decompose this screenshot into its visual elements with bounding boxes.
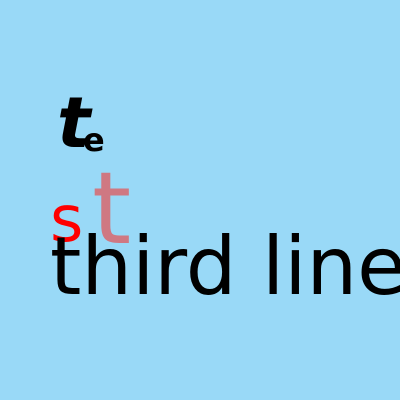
line1-subscript-e: e	[83, 121, 105, 159]
line2-pink-t: t	[92, 150, 132, 267]
line1-italic-t: t	[57, 82, 91, 164]
line3-text: third line	[50, 220, 400, 313]
line2-red-s: s	[50, 183, 84, 257]
